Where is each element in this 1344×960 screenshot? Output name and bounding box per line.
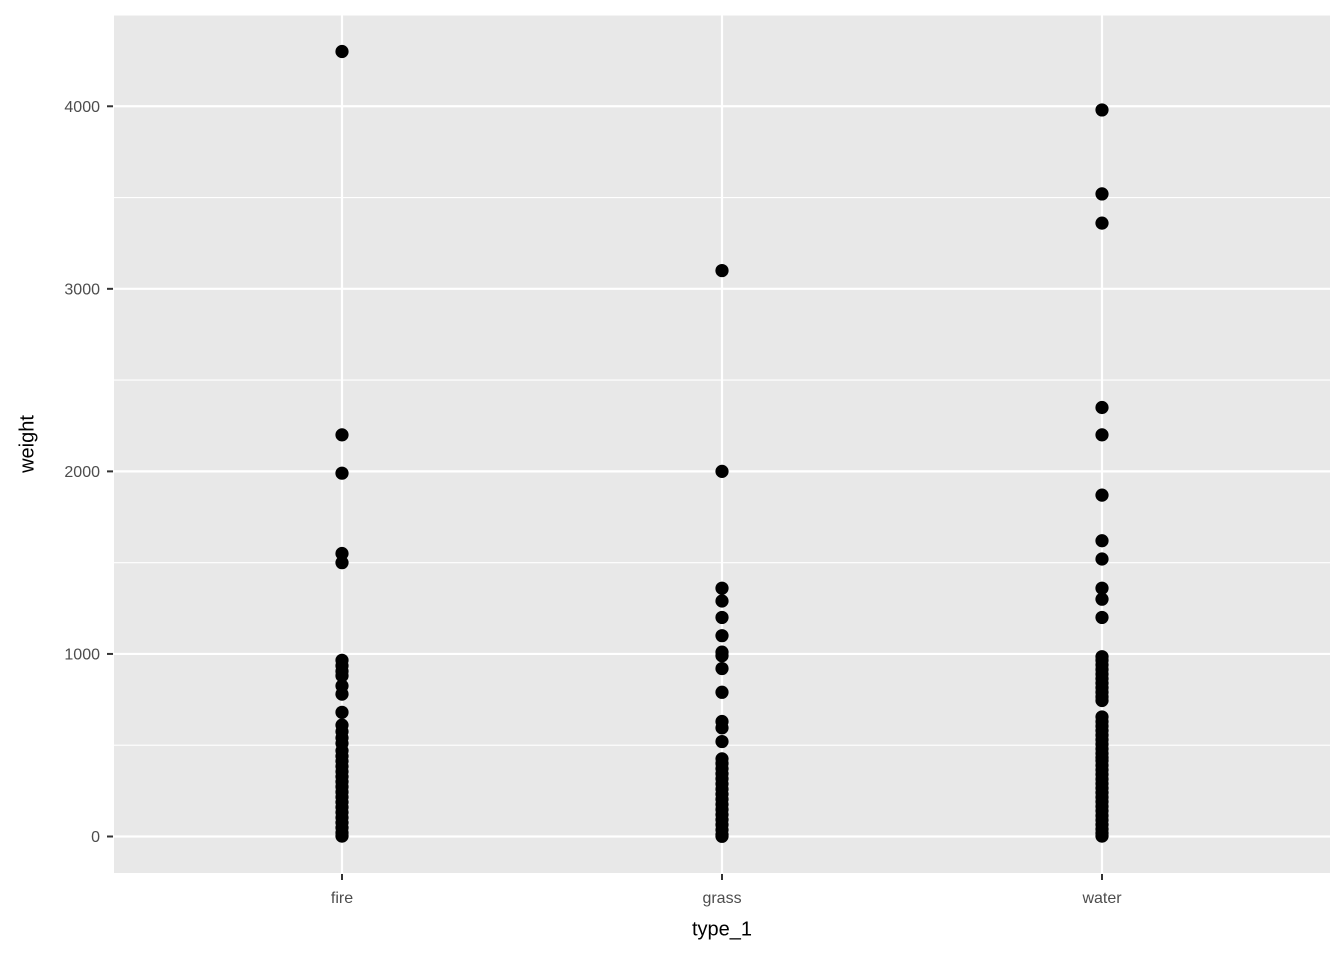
data-point (715, 734, 729, 749)
data-point (715, 610, 729, 625)
data-point (1095, 829, 1109, 843)
data-point (335, 705, 349, 719)
data-point (335, 829, 349, 843)
y-tick-label: 4000 (64, 99, 100, 116)
x-tick-label: grass (702, 890, 741, 907)
data-point (1095, 693, 1109, 708)
data-point (335, 546, 349, 561)
data-point (715, 661, 729, 676)
data-point (335, 669, 349, 683)
data-point (1095, 428, 1109, 442)
data-point (335, 466, 349, 480)
data-point (1095, 534, 1109, 548)
data-point (1095, 610, 1109, 625)
data-point (715, 581, 729, 595)
data-point (1095, 592, 1109, 606)
y-tick-label: 2000 (64, 464, 100, 481)
data-point (715, 263, 729, 278)
data-point (715, 685, 729, 699)
x-tick-label: water (1081, 890, 1122, 907)
y-tick-label: 0 (91, 829, 100, 846)
data-point (1095, 400, 1109, 415)
data-point (335, 428, 349, 442)
data-point (335, 687, 349, 701)
data-point (335, 556, 349, 570)
y-tick-label: 1000 (64, 646, 100, 663)
data-point (715, 464, 729, 478)
data-point (715, 721, 729, 735)
data-point (715, 629, 729, 643)
x-tick-label: fire (331, 890, 353, 907)
data-point (1095, 216, 1109, 230)
x-axis-title: type_1 (691, 918, 753, 941)
data-point (335, 44, 349, 59)
data-point (1095, 103, 1109, 117)
y-axis-title: weight (16, 415, 39, 473)
data-point (1095, 187, 1109, 201)
data-point (715, 594, 729, 608)
data-point (715, 829, 729, 843)
data-point (1095, 581, 1109, 595)
data-point (715, 649, 729, 663)
y-tick-label: 3000 (64, 281, 100, 298)
data-point (1095, 488, 1109, 502)
data-point (1095, 552, 1109, 566)
